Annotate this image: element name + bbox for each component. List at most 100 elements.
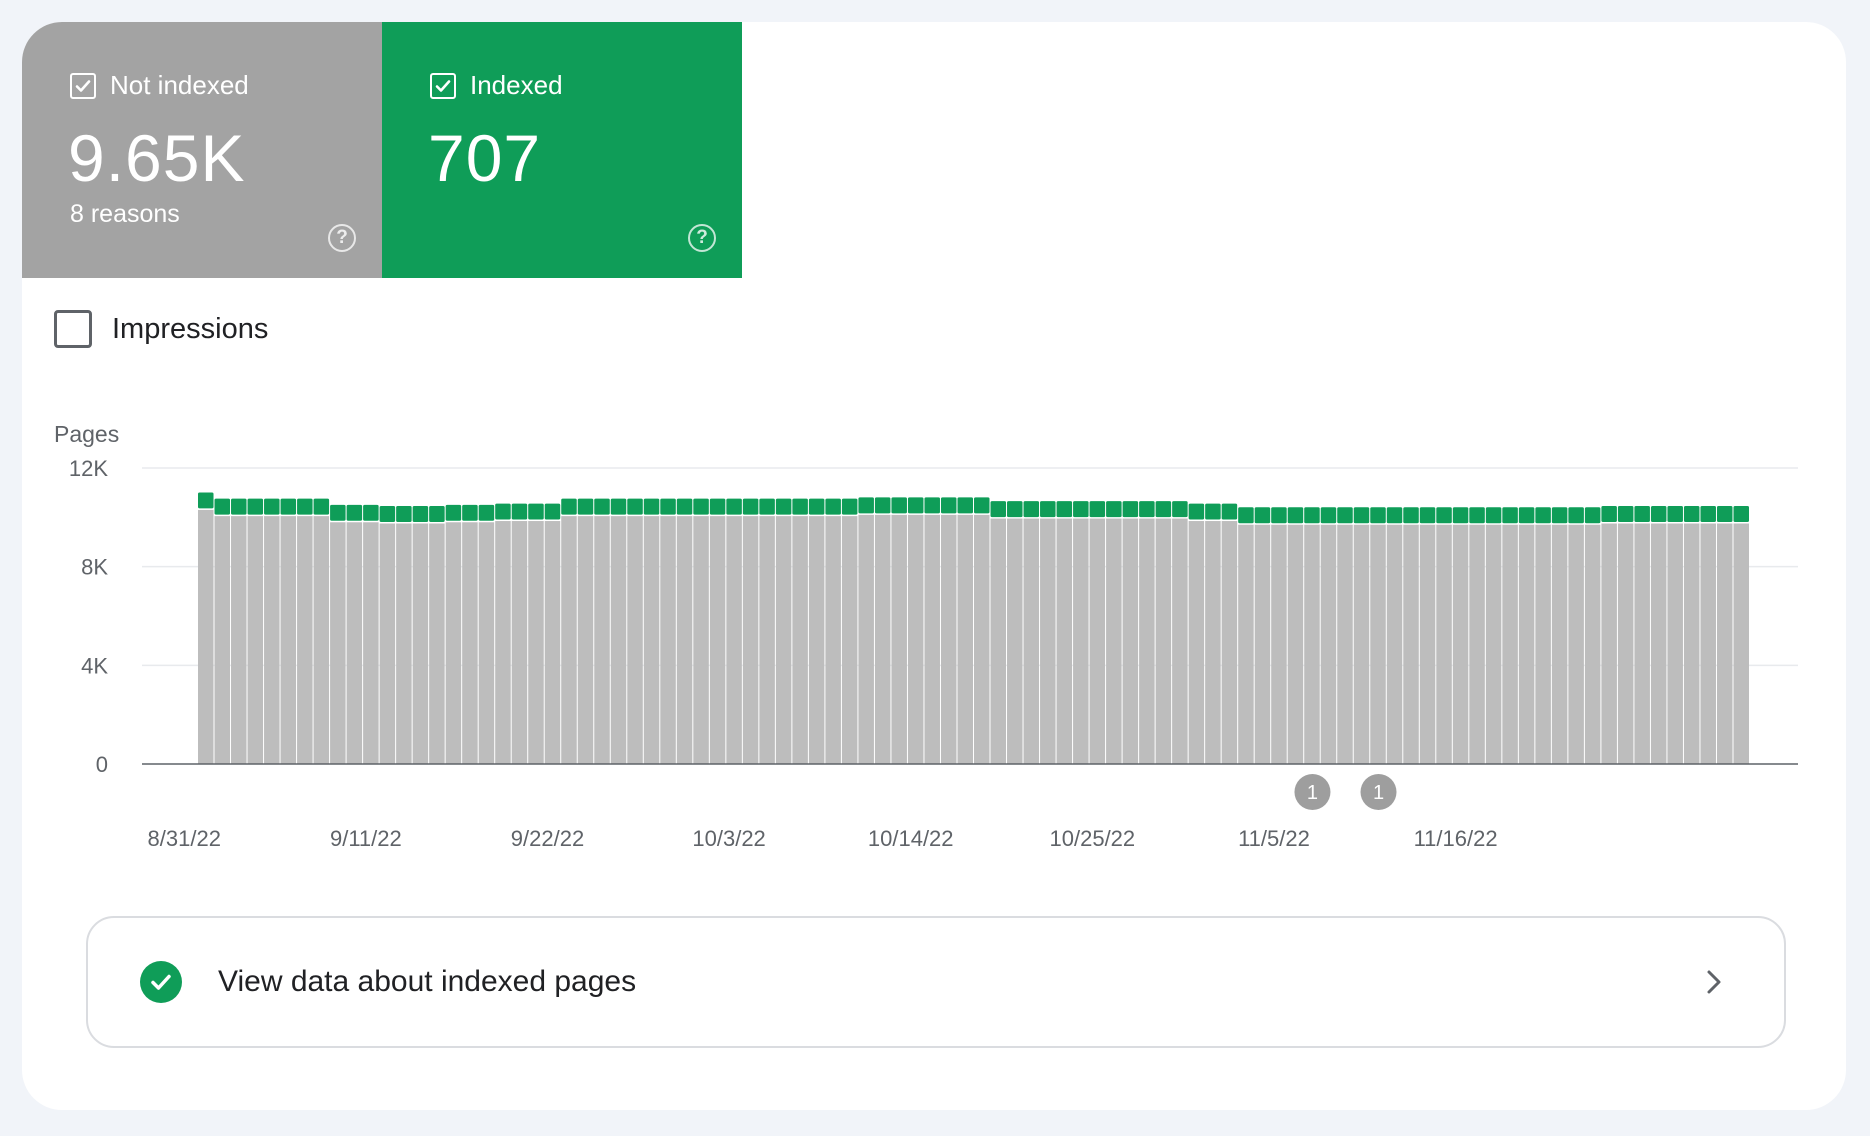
not-indexed-bar[interactable] bbox=[544, 521, 561, 764]
not-indexed-bar[interactable] bbox=[1403, 524, 1419, 764]
indexed-bar[interactable] bbox=[1469, 507, 1485, 524]
indexed-bar[interactable] bbox=[990, 501, 1007, 518]
chart-bars[interactable] bbox=[198, 492, 1749, 764]
not-indexed-bar[interactable] bbox=[1502, 524, 1518, 764]
not-indexed-bar[interactable] bbox=[1320, 524, 1337, 764]
not-indexed-bar[interactable] bbox=[280, 516, 297, 764]
not-indexed-bar[interactable] bbox=[610, 516, 627, 764]
not-indexed-bar[interactable] bbox=[1584, 524, 1601, 764]
indexed-bar[interactable] bbox=[1485, 507, 1502, 524]
not-indexed-bar[interactable] bbox=[330, 522, 346, 764]
indexed-bar[interactable] bbox=[1353, 507, 1370, 524]
indexed-bar[interactable] bbox=[1304, 507, 1320, 524]
indexed-bar[interactable] bbox=[660, 498, 676, 515]
indexed-bar[interactable] bbox=[1040, 501, 1056, 518]
indexed-bar[interactable] bbox=[264, 498, 280, 515]
indexed-bar[interactable] bbox=[594, 498, 610, 515]
indexed-bar[interactable] bbox=[1601, 506, 1617, 522]
not-indexed-bar[interactable] bbox=[1337, 524, 1353, 764]
not-indexed-bar[interactable] bbox=[891, 514, 907, 764]
indexed-bar[interactable] bbox=[907, 497, 924, 514]
indexed-bar[interactable] bbox=[363, 504, 379, 521]
indexed-bar[interactable] bbox=[297, 498, 313, 515]
indexed-bar[interactable] bbox=[974, 497, 990, 514]
not-indexed-bar[interactable] bbox=[907, 514, 924, 764]
indexed-bar[interactable] bbox=[198, 492, 214, 509]
not-indexed-bar[interactable] bbox=[1172, 518, 1188, 764]
indexed-bar[interactable] bbox=[1073, 501, 1089, 518]
not-indexed-bar[interactable] bbox=[643, 516, 660, 764]
indexed-bar[interactable] bbox=[808, 498, 825, 515]
indexed-bar[interactable] bbox=[528, 503, 544, 520]
indexed-bar[interactable] bbox=[1535, 507, 1551, 524]
not-indexed-bar[interactable] bbox=[627, 516, 643, 764]
not-indexed-bar[interactable] bbox=[247, 516, 264, 764]
not-indexed-bar[interactable] bbox=[1139, 518, 1155, 764]
indexed-tile[interactable]: Indexed 707 ? bbox=[382, 22, 742, 278]
indexed-bar[interactable] bbox=[1320, 507, 1337, 524]
indexed-bar[interactable] bbox=[1271, 507, 1287, 524]
indexed-bar[interactable] bbox=[643, 498, 660, 515]
indexed-bar[interactable] bbox=[561, 498, 577, 515]
indexed-bar[interactable] bbox=[1568, 507, 1584, 524]
not-indexed-bar[interactable] bbox=[1122, 518, 1139, 764]
indexed-bar[interactable] bbox=[231, 498, 247, 515]
not-indexed-bar[interactable] bbox=[528, 521, 544, 764]
indexed-bar[interactable] bbox=[1716, 506, 1733, 522]
indexed-bar[interactable] bbox=[462, 504, 478, 521]
indexed-bar[interactable] bbox=[1056, 501, 1073, 518]
not-indexed-bar[interactable] bbox=[874, 514, 891, 764]
indexed-bar[interactable] bbox=[874, 497, 891, 514]
not-indexed-bar[interactable] bbox=[396, 523, 412, 765]
not-indexed-bar[interactable] bbox=[792, 516, 808, 764]
not-indexed-bar[interactable] bbox=[1650, 523, 1667, 765]
not-indexed-bar[interactable] bbox=[1568, 524, 1584, 764]
not-indexed-bar[interactable] bbox=[1106, 518, 1122, 764]
annotation-marker[interactable] bbox=[1360, 774, 1397, 810]
not-indexed-bar[interactable] bbox=[858, 514, 874, 764]
indexed-bar[interactable] bbox=[1403, 507, 1419, 524]
indexed-bar[interactable] bbox=[1436, 507, 1452, 524]
indexed-bar[interactable] bbox=[792, 498, 808, 515]
indexed-bar[interactable] bbox=[247, 498, 264, 515]
not-indexed-bar[interactable] bbox=[1551, 524, 1568, 764]
not-indexed-bar[interactable] bbox=[1469, 524, 1485, 764]
indexed-bar[interactable] bbox=[544, 503, 561, 520]
indexed-bar[interactable] bbox=[1139, 501, 1155, 518]
not-indexed-bar[interactable] bbox=[445, 522, 462, 764]
not-indexed-bar[interactable] bbox=[1221, 521, 1238, 764]
not-indexed-bar[interactable] bbox=[660, 516, 676, 764]
indexed-bar[interactable] bbox=[1287, 507, 1304, 524]
not-indexed-bar[interactable] bbox=[1287, 524, 1304, 764]
not-indexed-bar[interactable] bbox=[429, 523, 445, 765]
indexed-bar[interactable] bbox=[1502, 507, 1518, 524]
indexed-bar[interactable] bbox=[759, 498, 775, 515]
not-indexed-bar[interactable] bbox=[346, 522, 363, 764]
indexed-bar[interactable] bbox=[1452, 507, 1469, 524]
not-indexed-bar[interactable] bbox=[594, 516, 610, 764]
not-indexed-bar[interactable] bbox=[940, 514, 957, 764]
indexed-bar[interactable] bbox=[1733, 506, 1749, 522]
indexed-bar[interactable] bbox=[478, 504, 495, 521]
impressions-toggle[interactable]: Impressions bbox=[54, 310, 268, 348]
not-indexed-bar[interactable] bbox=[676, 516, 693, 764]
indexed-bar[interactable] bbox=[396, 506, 412, 522]
indexed-bar[interactable] bbox=[1518, 507, 1535, 524]
not-indexed-bar[interactable] bbox=[313, 516, 330, 764]
not-indexed-bar[interactable] bbox=[231, 516, 247, 764]
indexed-bar[interactable] bbox=[214, 498, 231, 515]
not-indexed-bar[interactable] bbox=[561, 516, 577, 764]
not-indexed-bar[interactable] bbox=[478, 522, 495, 764]
indexed-bar[interactable] bbox=[1089, 501, 1106, 518]
not-indexed-bar[interactable] bbox=[1436, 524, 1452, 764]
indexed-bar[interactable] bbox=[891, 497, 907, 514]
not-indexed-bar[interactable] bbox=[1188, 521, 1205, 764]
indexed-bar[interactable] bbox=[511, 503, 528, 520]
indexed-bar[interactable] bbox=[379, 506, 396, 522]
not-indexed-bar[interactable] bbox=[511, 521, 528, 764]
indexed-bar[interactable] bbox=[1667, 506, 1683, 522]
indexed-bar[interactable] bbox=[610, 498, 627, 515]
not-indexed-bar[interactable] bbox=[1700, 523, 1716, 765]
indexed-bar[interactable] bbox=[742, 498, 759, 515]
indexed-bar[interactable] bbox=[1007, 501, 1023, 518]
